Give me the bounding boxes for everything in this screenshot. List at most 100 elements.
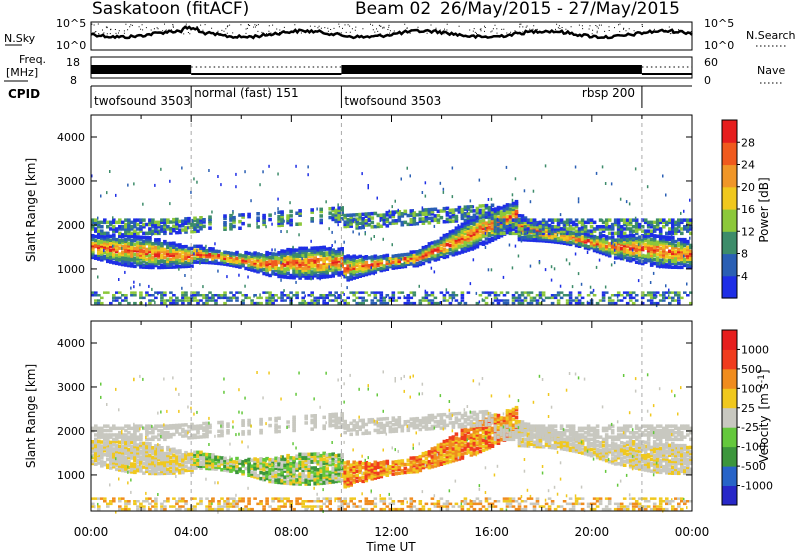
power-cell [175, 301, 179, 305]
velocity-cell [208, 425, 212, 430]
power-cell [631, 218, 636, 222]
power-cell [400, 223, 405, 227]
velocity-cell [124, 424, 128, 428]
power-cell [193, 223, 197, 227]
power-cell [271, 256, 275, 260]
power-cell [199, 222, 203, 227]
velocity-cell [127, 442, 131, 446]
power-cell [541, 218, 546, 222]
power-cell [553, 267, 556, 271]
power-cell [340, 270, 344, 275]
power-cell [106, 225, 110, 229]
velocity-cell [310, 507, 314, 511]
power-cell [502, 204, 507, 209]
velocity-cell [187, 456, 191, 461]
power-cell [607, 301, 612, 305]
power-cell [109, 250, 113, 254]
power-cell [544, 268, 547, 272]
power-cell [665, 284, 667, 288]
velocity-cell [283, 457, 287, 462]
power-cell [286, 261, 290, 266]
power-cell [241, 301, 245, 305]
power-cell [91, 245, 95, 250]
power-cell [175, 224, 179, 228]
power-cell [556, 233, 559, 237]
power-cell [361, 265, 365, 270]
velocity-cell [307, 472, 311, 476]
velocity-cell [202, 456, 206, 461]
velocity-cell [256, 476, 260, 480]
power-cell [259, 261, 263, 265]
power-cell [367, 186, 369, 190]
power-cell [295, 270, 299, 274]
velocity-cell [136, 453, 140, 457]
velocity-cell [193, 466, 197, 470]
power-cell [262, 216, 266, 220]
power-cell [463, 214, 468, 218]
power-cell [319, 263, 323, 268]
velocity-cell [118, 426, 122, 431]
power-cell [616, 240, 619, 244]
velocity-cell [274, 478, 278, 482]
power-cell [349, 217, 353, 222]
velocity-cell [259, 470, 263, 475]
power-cell [343, 257, 347, 261]
power-cell [457, 229, 462, 233]
power-cell [196, 249, 198, 253]
velocity-cell [169, 448, 171, 452]
power-cell [313, 301, 317, 305]
velocity-cell [247, 500, 251, 503]
velocity-cell [286, 467, 290, 472]
power-cell [322, 271, 326, 275]
velocity-cell [178, 505, 182, 508]
power-cell [680, 237, 684, 242]
power-cell [616, 256, 621, 260]
power-cell [610, 247, 615, 251]
velocity-cell [277, 416, 281, 420]
velocity-cell [97, 431, 101, 435]
velocity-cell [223, 468, 227, 472]
velocity-cell [208, 502, 212, 506]
velocity-cell [145, 491, 147, 495]
power-cell [671, 235, 675, 240]
power-cell [337, 257, 341, 261]
velocity-cell [100, 497, 104, 500]
power-cell [157, 261, 161, 266]
power-cell [361, 219, 365, 223]
power-cell [607, 299, 612, 302]
power-cell [355, 224, 359, 228]
power-cell [151, 222, 155, 227]
power-cell [637, 222, 642, 227]
velocity-cell [136, 447, 140, 451]
power-cell [280, 291, 284, 294]
velocity-cell [163, 453, 167, 458]
velocity-cell [196, 435, 200, 439]
power-cell [109, 242, 113, 246]
power-cell [112, 227, 116, 231]
velocity-cell [148, 506, 150, 509]
power-cell [118, 220, 122, 225]
power-cell [379, 266, 384, 271]
power-cell [145, 237, 149, 242]
velocity-cell [139, 467, 143, 471]
power-cell [157, 222, 161, 227]
power-cell [256, 268, 260, 272]
power-cell [592, 242, 597, 247]
power-cell [187, 301, 191, 305]
power-cell [637, 261, 642, 265]
velocity-cell [247, 418, 251, 423]
power-cell [268, 267, 272, 272]
power-cell [625, 294, 630, 297]
power-cell [403, 252, 408, 257]
power-cell [235, 172, 237, 176]
cpid-segment-label-1: normal (fast) 151 [194, 86, 298, 100]
power-cell [517, 301, 522, 305]
power-cell [397, 208, 399, 212]
power-cell [460, 230, 465, 234]
power-cell [586, 245, 591, 249]
velocity-cell [175, 451, 179, 455]
power-cell [662, 299, 666, 302]
velocity-cell [115, 457, 117, 461]
velocity-cell [145, 463, 149, 468]
power-cell [394, 211, 396, 215]
